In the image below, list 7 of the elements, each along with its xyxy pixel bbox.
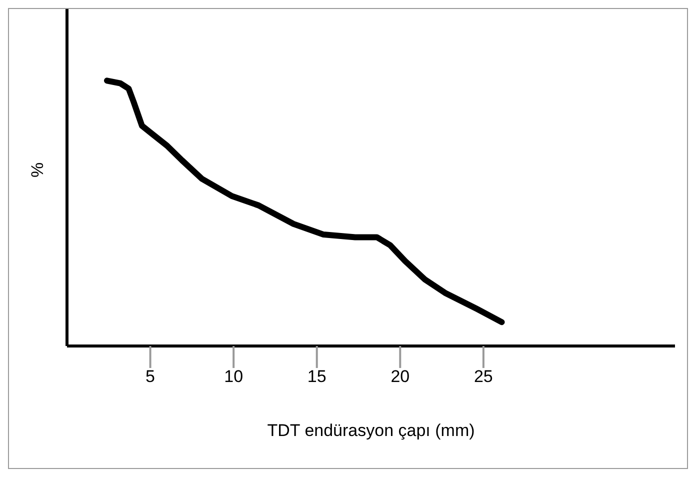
x-tick-label: 25: [474, 367, 493, 386]
x-tick-label: 15: [307, 367, 326, 386]
y-axis-title: %: [28, 162, 48, 178]
x-tick-label: 20: [390, 367, 410, 386]
x-tick-label: 10: [224, 367, 244, 386]
x-axis-title: TDT endürasyon çapı (mm): [267, 421, 475, 440]
x-tick-label: 5: [146, 367, 156, 386]
